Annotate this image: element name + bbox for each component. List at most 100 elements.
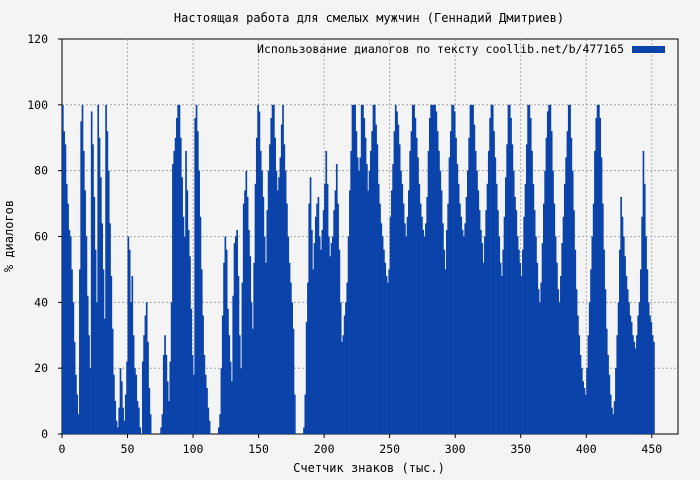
bar bbox=[380, 223, 383, 434]
bar bbox=[358, 170, 360, 434]
bar bbox=[596, 104, 599, 434]
bar bbox=[431, 104, 434, 434]
bar bbox=[248, 229, 250, 434]
bar bbox=[481, 243, 484, 434]
bar bbox=[305, 322, 308, 434]
bar bbox=[303, 427, 305, 434]
bar bbox=[459, 203, 461, 434]
bar bbox=[135, 374, 138, 434]
bar bbox=[455, 137, 457, 434]
bar bbox=[443, 249, 446, 434]
bar bbox=[545, 137, 548, 434]
bar bbox=[415, 137, 418, 434]
bar bbox=[195, 104, 198, 434]
bar bbox=[456, 164, 459, 435]
bar bbox=[480, 229, 482, 434]
bar bbox=[206, 387, 208, 434]
bar bbox=[304, 394, 307, 434]
bar bbox=[134, 368, 136, 434]
bar bbox=[461, 229, 464, 434]
bar bbox=[523, 216, 526, 434]
bar bbox=[624, 256, 626, 434]
bar bbox=[497, 210, 499, 434]
bar bbox=[541, 243, 544, 434]
bar bbox=[324, 183, 326, 434]
bar bbox=[543, 203, 545, 434]
bar bbox=[172, 164, 174, 435]
bar bbox=[85, 236, 88, 434]
bar bbox=[423, 236, 426, 434]
bar bbox=[583, 387, 586, 434]
bar bbox=[339, 302, 342, 434]
bar bbox=[141, 361, 144, 434]
bar bbox=[494, 157, 497, 434]
bar bbox=[149, 414, 152, 434]
bar bbox=[588, 302, 591, 434]
bar bbox=[537, 289, 540, 434]
bar bbox=[103, 318, 106, 434]
bar bbox=[88, 335, 90, 434]
bar bbox=[307, 282, 309, 434]
bar bbox=[75, 374, 77, 434]
bar bbox=[561, 243, 564, 434]
bar bbox=[372, 104, 375, 434]
bar bbox=[536, 262, 539, 434]
bar bbox=[115, 420, 118, 434]
bar bbox=[469, 104, 472, 434]
bar bbox=[105, 104, 107, 434]
bar bbox=[199, 216, 202, 434]
bar bbox=[71, 269, 73, 434]
bar bbox=[384, 262, 387, 434]
bar bbox=[601, 203, 604, 434]
bar bbox=[337, 203, 339, 434]
bar bbox=[347, 236, 350, 434]
bar bbox=[539, 302, 541, 434]
bar bbox=[579, 355, 582, 434]
bar bbox=[252, 328, 254, 434]
bar bbox=[553, 203, 556, 434]
bar bbox=[117, 427, 119, 434]
y-tick-label: 40 bbox=[34, 295, 48, 309]
bar bbox=[473, 124, 476, 434]
bar bbox=[280, 124, 283, 434]
bar bbox=[472, 104, 474, 434]
bar bbox=[612, 414, 615, 434]
bar bbox=[522, 249, 524, 434]
y-axis-label: % диалогов bbox=[2, 200, 16, 272]
bar bbox=[259, 150, 262, 434]
bar bbox=[402, 203, 405, 434]
bar bbox=[533, 210, 536, 434]
bar bbox=[501, 276, 503, 434]
bar bbox=[282, 104, 284, 434]
bar bbox=[389, 216, 392, 434]
bar bbox=[546, 111, 549, 435]
x-axis: 0 50 100 150 200 250 300 350 400 450 bbox=[59, 434, 662, 456]
bar bbox=[398, 144, 401, 435]
bar bbox=[609, 394, 612, 434]
bar bbox=[638, 302, 641, 434]
bar bbox=[126, 361, 128, 434]
bar bbox=[342, 335, 345, 434]
bar bbox=[253, 262, 256, 434]
bar bbox=[499, 262, 502, 434]
bar bbox=[629, 315, 632, 434]
bar bbox=[138, 407, 140, 434]
bar bbox=[220, 368, 223, 434]
bar bbox=[100, 177, 102, 434]
bar bbox=[208, 420, 211, 434]
bar bbox=[237, 276, 240, 434]
bar bbox=[379, 203, 381, 434]
bar bbox=[334, 190, 337, 434]
bar bbox=[102, 269, 105, 434]
bar bbox=[584, 394, 587, 434]
bar bbox=[474, 150, 477, 434]
y-tick-label: 20 bbox=[34, 361, 48, 375]
bar bbox=[113, 374, 115, 434]
bar bbox=[203, 355, 206, 434]
bar bbox=[427, 150, 430, 434]
bar bbox=[148, 387, 151, 434]
bar bbox=[363, 118, 366, 434]
bar bbox=[392, 164, 394, 435]
bar bbox=[367, 190, 370, 434]
bar bbox=[168, 401, 170, 434]
